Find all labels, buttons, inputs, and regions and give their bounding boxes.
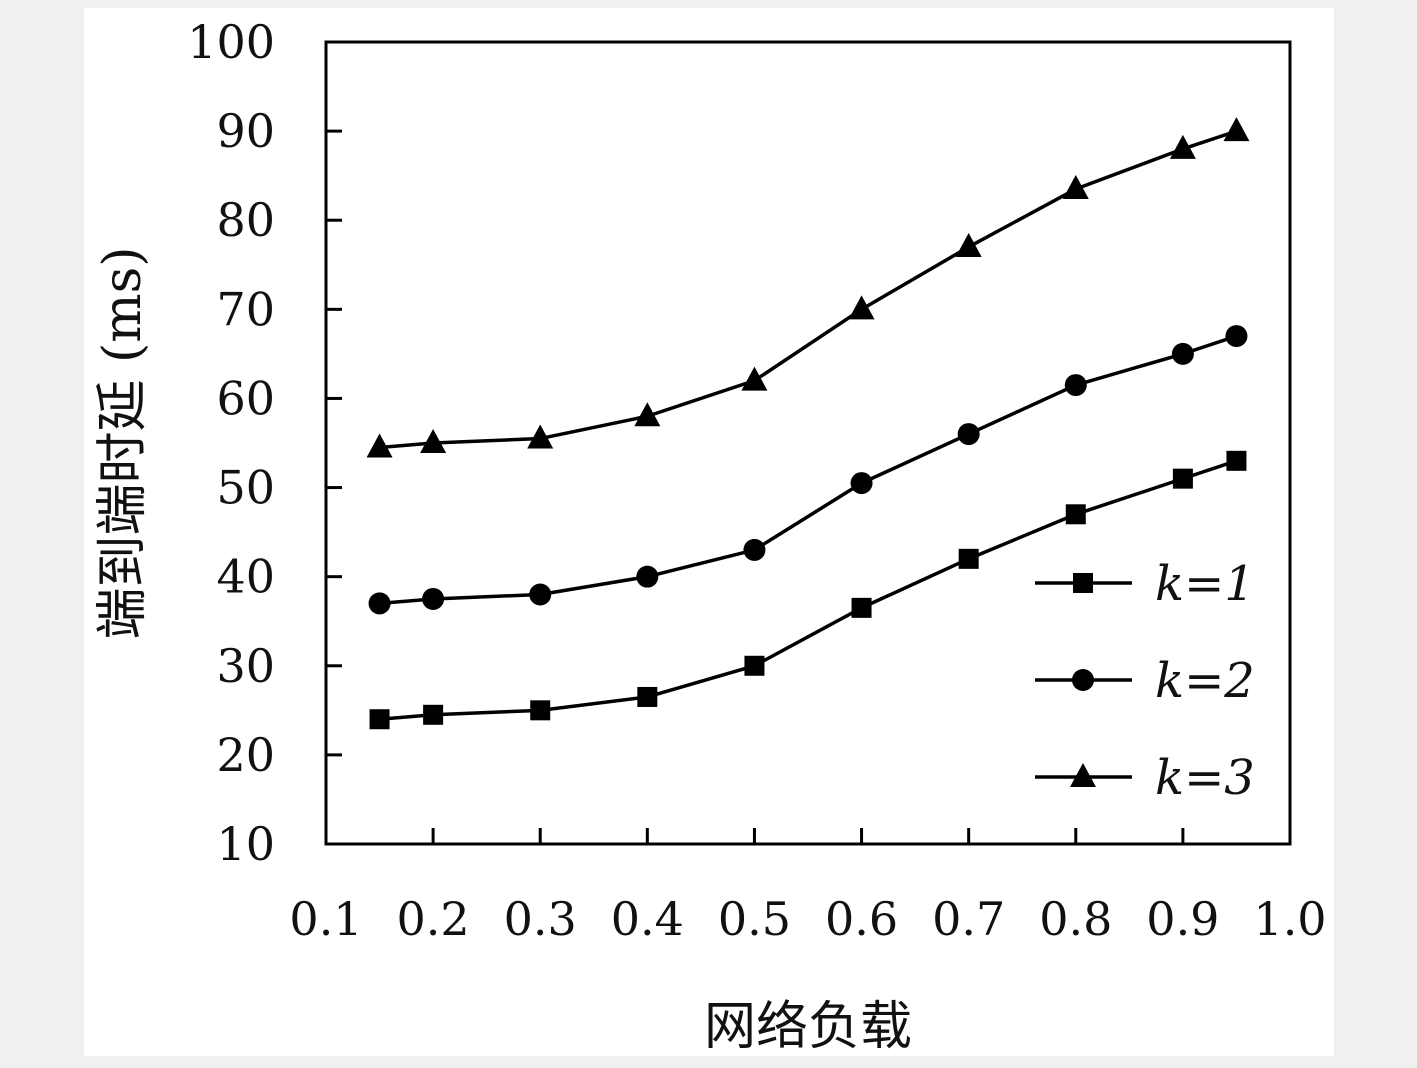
- data-point: [366, 433, 393, 458]
- y-tick-label: 20: [216, 728, 275, 782]
- data-point: [1225, 325, 1248, 348]
- data-point: [423, 704, 444, 725]
- data-point: [851, 597, 872, 618]
- y-tick-label: 40: [216, 550, 275, 604]
- series-line: [379, 129, 1237, 450]
- x-tick-label: 0.7: [932, 892, 1005, 946]
- data-point: [744, 655, 765, 676]
- y-tick-label: 90: [216, 104, 275, 158]
- x-axis: 0.1 0.2 0.3 0.4 0.5 0.6 0.7 0.8 0.9 1.0: [289, 828, 1327, 946]
- y-tick-label: 100: [187, 15, 275, 69]
- data-point: [741, 366, 768, 391]
- y-tick-label: 70: [216, 282, 275, 336]
- series-3: [366, 117, 1250, 458]
- data-point: [636, 565, 659, 588]
- x-tick-label: 0.3: [504, 892, 577, 946]
- legend-item: k=2: [1035, 653, 1255, 709]
- data-point: [1169, 134, 1196, 159]
- x-tick-label: 0.9: [1146, 892, 1219, 946]
- y-axis-title: 端到端时延 (ms): [93, 246, 153, 639]
- data-point: [369, 709, 390, 730]
- data-point: [1171, 342, 1194, 365]
- legend-label: k=1: [1155, 556, 1255, 612]
- legend-marker: [1073, 573, 1093, 593]
- data-point: [1226, 450, 1247, 471]
- data-point: [850, 472, 873, 495]
- legend-label: k=2: [1155, 653, 1255, 709]
- data-point: [1065, 504, 1086, 525]
- legend-label: k=3: [1155, 750, 1255, 806]
- legend-item: k=1: [1035, 556, 1255, 612]
- data-point: [420, 429, 447, 453]
- x-tick-label: 1.0: [1253, 892, 1326, 946]
- data-point: [530, 700, 551, 721]
- y-tick-label: 10: [216, 817, 275, 871]
- data-point: [634, 402, 661, 427]
- data-point: [637, 686, 658, 707]
- data-point: [527, 424, 554, 449]
- series-layer: [366, 117, 1250, 730]
- plot-frame: [324, 40, 1292, 846]
- chart-background: [84, 8, 1334, 1056]
- x-tick-label: 0.4: [611, 892, 684, 946]
- legend-marker: [1070, 763, 1096, 787]
- data-point: [1223, 117, 1250, 142]
- x-tick-label: 0.6: [825, 892, 898, 946]
- data-point: [368, 592, 391, 615]
- data-point: [422, 587, 445, 610]
- data-point: [848, 295, 875, 320]
- series-1: [369, 450, 1247, 730]
- data-point: [955, 232, 982, 257]
- y-tick-label: 50: [216, 461, 275, 515]
- legend-marker: [1072, 669, 1094, 691]
- x-axis-title: 网络负载: [704, 997, 912, 1057]
- series-2: [368, 325, 1248, 615]
- legend-item: k=3: [1035, 750, 1255, 806]
- data-point: [743, 538, 766, 561]
- y-tick-label: 60: [216, 371, 275, 425]
- data-point: [1064, 374, 1087, 397]
- y-tick-label: 80: [216, 193, 275, 247]
- series-line: [379, 334, 1237, 606]
- data-point: [957, 423, 980, 446]
- x-tick-label: 0.5: [718, 892, 791, 946]
- data-point: [1172, 468, 1193, 489]
- legend: k=1 k=2 k=3: [1035, 556, 1255, 806]
- x-tick-label: 0.1: [289, 892, 362, 946]
- x-tick-label: 0.8: [1039, 892, 1112, 946]
- series-line: [379, 459, 1237, 721]
- y-tick-label: 30: [216, 639, 275, 693]
- y-axis: 10 20 30 40 50 60 70 80 90 100: [187, 15, 342, 871]
- x-tick-label: 0.2: [397, 892, 470, 946]
- data-point: [1062, 175, 1089, 200]
- data-point: [529, 583, 552, 606]
- data-point: [958, 548, 979, 569]
